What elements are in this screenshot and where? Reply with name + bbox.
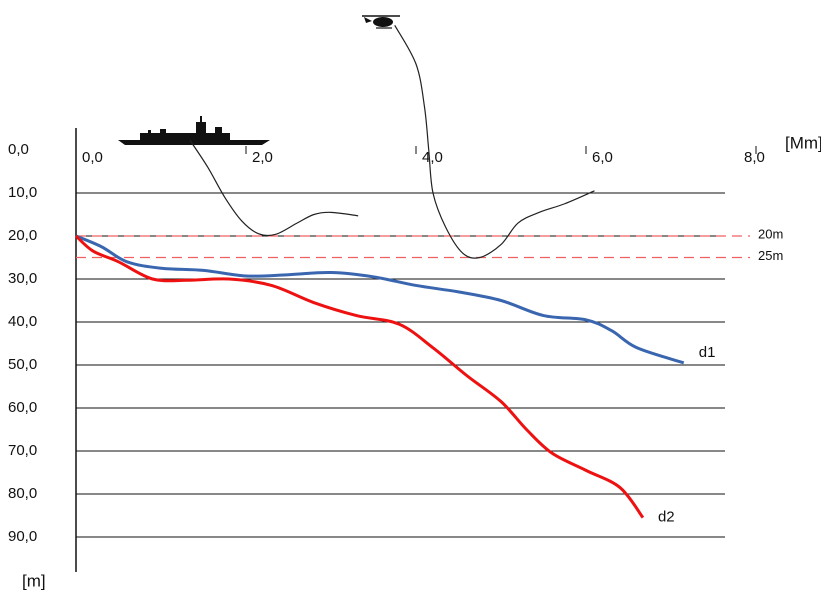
reference-label: 25m <box>758 248 783 263</box>
y-tick-label: 0,0 <box>8 141 29 158</box>
series-label: d2 <box>658 509 675 526</box>
x-tick-label: 8,0 <box>744 149 765 166</box>
data-line <box>189 139 359 237</box>
data-line <box>394 25 595 259</box>
data-line <box>75 234 685 365</box>
reference-label: 20m <box>758 226 783 241</box>
series-label: d1 <box>699 344 716 361</box>
y-tick-label: 80,0 <box>8 485 37 502</box>
x-tick-label: 2,0 <box>252 149 273 166</box>
x-tick-label: 6,0 <box>592 149 613 166</box>
ship-icon <box>118 116 270 145</box>
data-line <box>74 234 645 519</box>
y-tick-label: 90,0 <box>8 528 37 545</box>
y-axis-label: [m] <box>22 571 46 590</box>
x-axis-label: [Mm] <box>785 133 821 152</box>
x-tick-label: 0,0 <box>82 149 103 166</box>
y-tick-label: 30,0 <box>8 270 37 287</box>
x-tick-label: 4,0 <box>422 149 443 166</box>
helicopter-icon <box>362 15 400 29</box>
y-tick-label: 40,0 <box>8 313 37 330</box>
y-tick-label: 60,0 <box>8 399 37 416</box>
y-tick-label: 70,0 <box>8 442 37 459</box>
y-tick-label: 10,0 <box>8 184 37 201</box>
y-tick-label: 50,0 <box>8 356 37 373</box>
y-tick-label: 20,0 <box>8 227 37 244</box>
